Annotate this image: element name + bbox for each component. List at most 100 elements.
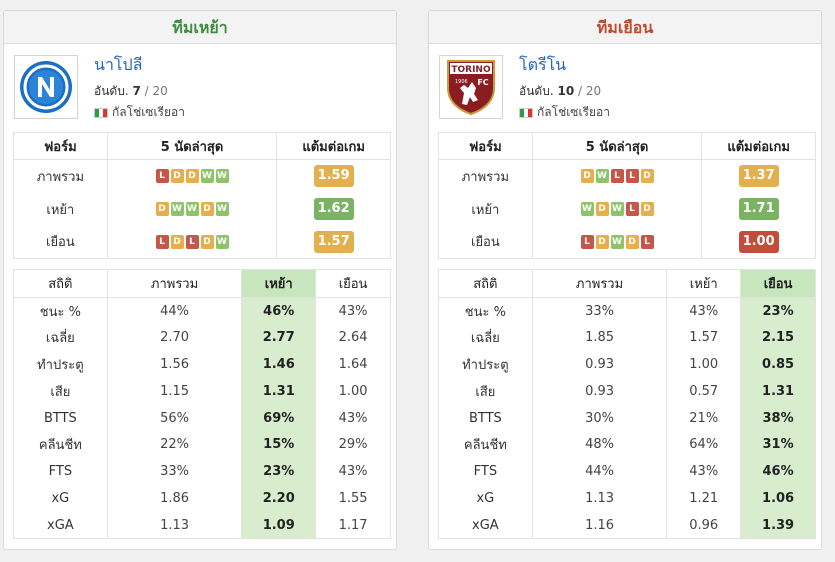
result-badge[interactable]: W [185,202,199,216]
stat-value: 1.21 [666,485,742,512]
stat-value: 1.15 [106,377,243,405]
result-badge[interactable]: D [170,169,184,184]
result-badge[interactable]: L [640,234,654,249]
stat-value: 0.57 [666,377,742,405]
stat-label: xGA [438,511,533,540]
result-badge[interactable]: L [580,234,594,249]
stat-value: 1.39 [740,511,816,540]
stat-value: 23% [740,297,816,325]
result-badge[interactable]: D [595,234,609,249]
result-badge[interactable]: D [595,202,609,216]
result-badge[interactable]: L [155,169,169,184]
stat-value: 1.31 [740,377,816,405]
stat-value: 1.55 [315,485,391,512]
result-badge[interactable]: D [155,202,169,216]
ppg-badge: 1.57 [313,230,354,253]
logo-text: TORINO [451,65,491,75]
ppg-cell: 1.57 [276,225,391,259]
team-name-link[interactable]: นาโปลี [94,55,143,74]
form-row-label: เหย้า [13,192,108,226]
result-badge[interactable]: W [200,169,214,184]
result-badge[interactable]: W [610,202,624,216]
stat-value: 43% [666,297,742,325]
ppg-badge: 1.71 [738,198,779,220]
result-badge[interactable]: L [625,202,639,216]
stat-value: 33% [106,458,243,486]
home-header[interactable]: เหย้า [666,269,742,298]
result-badge[interactable]: D [185,169,199,184]
table-row: xGA 1.13 1.09 1.17 [13,511,391,540]
team-rank: อันดับ. 7 / 20 [94,82,168,101]
result-badge[interactable]: L [155,234,169,249]
form-header: ฟอร์ม [438,132,533,160]
stat-label: เสีย [13,377,108,405]
stat-label: BTTS [438,404,533,432]
table-row: คลีนชีท 48% 64% 31% [438,431,816,459]
team-header: TORINO 1906 FC โตรีโน อันดับ. 10 / 20 กั… [429,44,821,122]
stat-value: 43% [315,297,391,325]
overall-header[interactable]: ภาพรวม [531,269,668,298]
table-row: xG 1.13 1.21 1.06 [438,485,816,512]
ppg-cell: 1.59 [276,159,391,193]
stat-value: 1.13 [106,511,243,540]
table-row: เฉลี่ย 2.70 2.77 2.64 [13,324,391,352]
stat-label: FTS [13,458,108,486]
result-badge[interactable]: D [625,234,639,249]
rank-label: อันดับ. [519,84,554,98]
team-name-link[interactable]: โตรีโน [519,55,567,74]
stat-value: 33% [531,297,668,325]
result-badge[interactable]: W [215,202,229,216]
rank-total: / 20 [144,84,168,98]
stat-value: 43% [315,404,391,432]
stat-label: เฉลี่ย [438,324,533,352]
stat-value: 30% [531,404,668,432]
stat-label: เสีย [438,377,533,405]
stat-value: 1.46 [241,351,317,378]
stat-label: เฉลี่ย [13,324,108,352]
form-row-label: เหย้า [438,192,533,226]
stat-value: 1.09 [241,511,317,540]
table-row: xGA 1.16 0.96 1.39 [438,511,816,540]
stat-value: 31% [740,431,816,459]
overall-header[interactable]: ภาพรวม [106,269,243,298]
result-badge[interactable]: D [640,169,654,184]
away-header[interactable]: เยือน [740,269,816,298]
result-badge[interactable]: W [610,234,624,249]
logo-year: 1906 [455,79,468,85]
stat-value: 46% [241,297,317,325]
torino-logo-icon[interactable]: TORINO 1906 FC [439,55,503,119]
italy-flag-icon [519,107,533,118]
result-badge[interactable]: D [170,234,184,249]
stat-value: 2.77 [241,324,317,352]
napoli-logo-icon[interactable] [14,55,78,119]
table-row: เฉลี่ย 1.85 1.57 2.15 [438,324,816,352]
result-badge[interactable]: W [215,169,229,184]
result-badge[interactable]: W [170,202,184,216]
team-league: กัลโช่เซเรียอา [94,103,185,122]
result-badge[interactable]: W [215,234,229,249]
league-name[interactable]: กัลโช่เซเรียอา [537,105,610,119]
stat-value: 1.31 [241,377,317,405]
stat-value: 1.56 [106,351,243,378]
result-badge[interactable]: D [580,169,594,184]
result-badge[interactable]: L [610,169,624,184]
result-badge[interactable]: L [625,169,639,184]
stat-value: 29% [315,431,391,459]
stat-value: 15% [241,431,317,459]
result-badge[interactable]: W [580,202,594,216]
result-badge[interactable]: D [640,202,654,216]
league-name[interactable]: กัลโช่เซเรียอา [112,105,185,119]
ppg-cell: 1.71 [701,192,816,226]
result-badge[interactable]: W [595,169,609,184]
stat-label: FTS [438,458,533,486]
result-badge[interactable]: D [200,202,214,216]
away-header[interactable]: เยือน [315,269,391,298]
result-badge[interactable]: D [200,234,214,249]
home-header[interactable]: เหย้า [241,269,317,298]
result-badge[interactable]: L [185,234,199,249]
rank-label: อันดับ. [94,84,129,98]
